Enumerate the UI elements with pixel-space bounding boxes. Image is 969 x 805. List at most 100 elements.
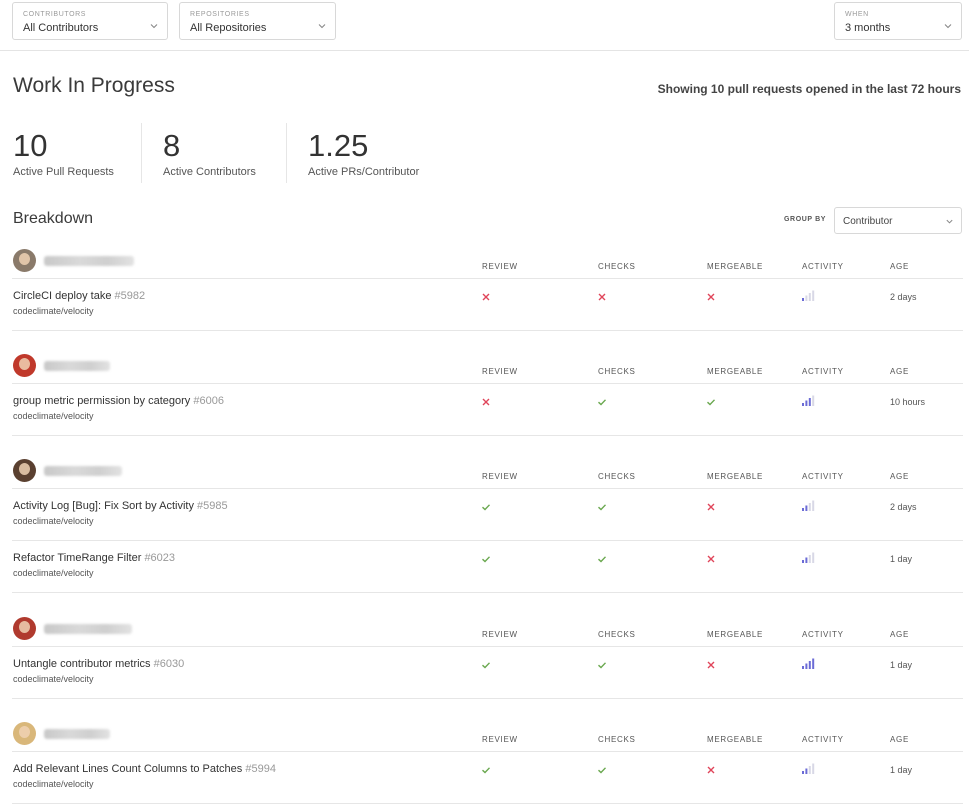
column-header-checks: CHECKS xyxy=(598,630,636,639)
activity-bar xyxy=(812,290,815,301)
check-icon xyxy=(482,504,491,511)
column-header-activity: ACTIVITY xyxy=(802,472,844,481)
chevron-down-icon xyxy=(150,24,158,29)
pr-title[interactable]: Refactor TimeRange Filter #6023 xyxy=(13,552,175,564)
column-header-age: AGE xyxy=(890,735,909,744)
column-header-activity: ACTIVITY xyxy=(802,367,844,376)
contributor-name-redacted xyxy=(44,256,134,266)
pr-number[interactable]: #5985 xyxy=(197,500,228,512)
pr-repo: codeclimate/velocity xyxy=(13,568,94,578)
activity-bar xyxy=(802,771,804,774)
pr-title-text[interactable]: CircleCI deploy take xyxy=(13,290,115,302)
pr-title-text[interactable]: Refactor TimeRange Filter xyxy=(13,552,145,564)
stat-label: Active Contributors xyxy=(163,166,256,178)
pr-title-text[interactable]: Untangle contributor metrics xyxy=(13,658,154,670)
contributor-name-redacted xyxy=(44,361,110,371)
repositories-filter[interactable]: REPOSITORIES All Repositories xyxy=(179,2,336,40)
cross-icon xyxy=(707,555,715,563)
pr-title[interactable]: Add Relevant Lines Count Columns to Patc… xyxy=(13,763,276,775)
chevron-down-icon xyxy=(944,24,952,29)
activity-bar xyxy=(802,560,804,563)
column-header-mergeable: MERGEABLE xyxy=(707,367,764,376)
contributors-filter-value: All Contributors xyxy=(23,22,99,34)
cross-icon xyxy=(598,293,606,301)
column-header-review: REVIEW xyxy=(482,735,518,744)
contributors-filter[interactable]: CONTRIBUTORS All Contributors xyxy=(12,2,168,40)
when-filter-value: 3 months xyxy=(845,22,891,34)
repositories-filter-label: REPOSITORIES xyxy=(190,11,250,18)
row-divider xyxy=(12,698,963,699)
activity-bars-icon xyxy=(802,500,815,511)
row-divider xyxy=(12,278,963,279)
avatar-face xyxy=(19,358,30,370)
activity-bars-icon xyxy=(802,658,815,669)
check-icon xyxy=(707,399,716,406)
pr-age: 1 day xyxy=(890,765,913,775)
contributor-name-redacted xyxy=(44,729,110,739)
column-header-review: REVIEW xyxy=(482,262,518,271)
activity-bars-icon xyxy=(802,395,815,406)
pr-title-text[interactable]: Add Relevant Lines Count Columns to Patc… xyxy=(13,763,246,775)
pr-number[interactable]: #6023 xyxy=(144,552,176,564)
contributor-name-redacted xyxy=(44,466,122,476)
avatar[interactable] xyxy=(13,249,36,272)
activity-bars-icon xyxy=(802,763,815,774)
row-divider xyxy=(12,751,963,752)
activity-bar xyxy=(802,403,804,406)
activity-bar xyxy=(805,295,808,301)
activity-bar xyxy=(805,663,808,669)
activity-bar xyxy=(808,555,811,563)
column-header-checks: CHECKS xyxy=(598,735,636,744)
pr-age: 10 hours xyxy=(890,397,926,407)
pr-number[interactable]: #5982 xyxy=(114,290,146,302)
cross-icon xyxy=(482,398,490,406)
pr-number[interactable]: #6030 xyxy=(153,658,185,670)
pr-title[interactable]: group metric permission by category #600… xyxy=(13,395,224,407)
column-header-checks: CHECKS xyxy=(598,367,636,376)
pr-title-text[interactable]: Activity Log [Bug]: Fix Sort by Activity xyxy=(13,500,198,512)
column-header-activity: ACTIVITY xyxy=(802,262,844,271)
column-header-age: AGE xyxy=(890,630,909,639)
chevron-down-icon xyxy=(946,219,953,224)
column-header-age: AGE xyxy=(890,472,909,481)
column-header-activity: ACTIVITY xyxy=(802,735,844,744)
activity-bar xyxy=(808,661,811,669)
activity-bar xyxy=(812,763,815,774)
when-filter-label: WHEN xyxy=(845,11,869,18)
pr-title[interactable]: CircleCI deploy take #5982 xyxy=(13,290,145,302)
row-divider xyxy=(12,330,963,331)
activity-bar xyxy=(802,508,804,511)
activity-bar xyxy=(802,298,804,301)
pr-title-text[interactable]: group metric permission by category xyxy=(13,395,194,407)
showing-summary: Showing 10 pull requests opened in the l… xyxy=(657,82,961,96)
pr-number[interactable]: #6006 xyxy=(193,395,224,407)
column-header-checks: CHECKS xyxy=(598,262,636,271)
cross-icon xyxy=(707,661,715,669)
pr-number[interactable]: #5994 xyxy=(245,763,276,775)
chevron-down-icon xyxy=(318,24,326,29)
pr-repo: codeclimate/velocity xyxy=(13,411,94,421)
cross-icon xyxy=(707,293,715,301)
avatar[interactable] xyxy=(13,722,36,745)
pr-title[interactable]: Untangle contributor metrics #6030 xyxy=(13,658,184,670)
avatar-face xyxy=(19,621,30,633)
when-filter[interactable]: WHEN 3 months xyxy=(834,2,962,40)
cross-icon xyxy=(707,766,715,774)
avatar[interactable] xyxy=(13,617,36,640)
filter-bar: CONTRIBUTORS All Contributors REPOSITORI… xyxy=(0,0,969,51)
activity-bar xyxy=(808,766,811,774)
row-divider xyxy=(12,540,963,541)
pr-title[interactable]: Activity Log [Bug]: Fix Sort by Activity… xyxy=(13,500,228,512)
group-by-select[interactable]: Contributor xyxy=(834,207,962,234)
column-header-mergeable: MERGEABLE xyxy=(707,630,764,639)
column-header-review: REVIEW xyxy=(482,472,518,481)
avatar[interactable] xyxy=(13,354,36,377)
activity-bars-icon xyxy=(802,552,815,563)
check-icon xyxy=(598,399,607,406)
activity-bar xyxy=(808,293,811,301)
avatar[interactable] xyxy=(13,459,36,482)
activity-bars-icon xyxy=(802,290,815,301)
column-header-mergeable: MERGEABLE xyxy=(707,262,764,271)
pr-repo: codeclimate/velocity xyxy=(13,674,94,684)
activity-bar xyxy=(808,398,811,406)
